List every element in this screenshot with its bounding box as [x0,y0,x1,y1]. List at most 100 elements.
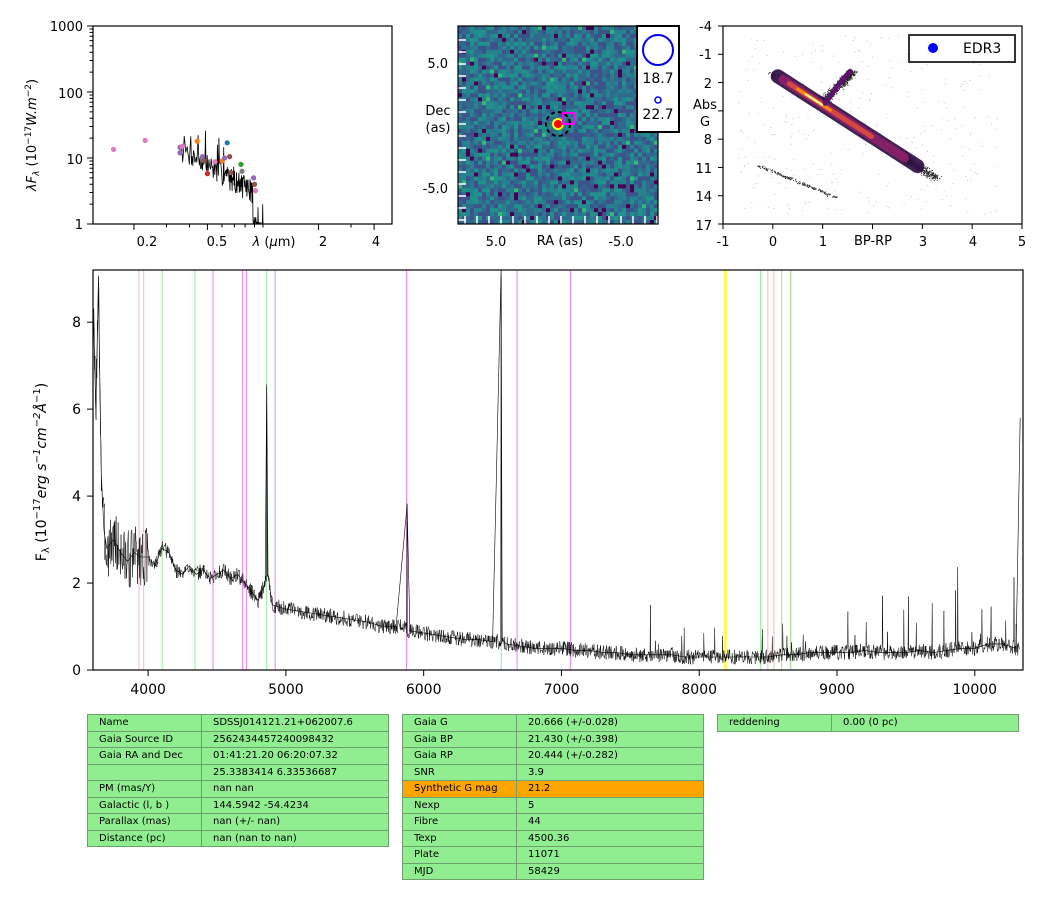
cmd-star [954,118,956,120]
image-pixel [566,172,571,177]
image-pixel [554,216,559,221]
cmd-star [783,51,784,53]
image-pixel [538,168,543,173]
image-pixel [550,49,555,55]
image-pixel [562,125,567,130]
image-pixel [486,33,491,39]
image-pixel [538,109,543,114]
image-pixel [546,176,551,181]
image-pixel [594,200,599,205]
image-pixel [526,156,531,161]
cmd-star [749,112,750,114]
image-pixel [546,152,551,157]
image-pixel [586,26,591,31]
cmd-star [926,173,928,175]
cmd-star [938,100,939,102]
image-pixel [590,101,595,106]
image-pixel [510,121,515,126]
image-pixel [550,168,555,173]
cmd-star [965,198,967,200]
image-pixel [498,93,503,98]
image-pixel [506,41,511,47]
image-pixel [618,125,623,130]
image-pixel [566,81,571,86]
image-legend-mag-faint: 22.7 [642,107,673,123]
cmd-star [819,189,821,191]
image-pixel [474,132,479,138]
cmd-star [961,146,963,148]
image-pixel [502,188,507,193]
image-pixel [614,220,619,225]
cmd-star [757,40,758,41]
cmd-star [847,77,849,79]
image-pixel [566,49,571,55]
cmd-star [959,86,961,87]
image-pixel [530,113,535,118]
image-pixel [562,33,567,39]
cmd-star [821,82,822,83]
image-pixel [602,109,607,114]
image-pixel [538,176,543,181]
image-pixel [510,101,515,106]
image-pixel [570,216,575,221]
image-pixel [490,204,495,209]
image-pixel [518,180,523,185]
image-pixel [606,97,611,102]
image-pixel [526,220,531,225]
cmd-star [744,156,746,158]
image-pixel [542,93,547,98]
image-pixel [626,61,631,66]
image-pixel [458,105,463,110]
image-pixel [474,89,479,94]
image-pixel [550,109,555,114]
image-pixel [630,89,635,94]
cmd-star [760,101,762,103]
image-pixel [642,192,647,197]
image-pixel [470,184,475,189]
image-pixel [602,144,607,150]
image-pixel [550,188,555,193]
image-pixel [502,53,507,58]
image-pixel [550,117,555,122]
image-pixel [574,73,579,78]
image-pixel [570,168,575,173]
image-pixel [458,45,463,51]
image-pixel [494,160,499,165]
image-pixel [490,26,495,31]
image-pixel [546,61,551,66]
image-pixel [618,101,623,106]
image-pixel [622,77,627,82]
image-pixel [482,168,487,173]
image-pixel [478,144,483,150]
image-pixel [578,204,583,209]
image-pixel [458,69,463,74]
image-pixel [546,184,551,189]
image-pixel [642,144,647,150]
image-pixel [598,73,603,78]
cmd-star [756,156,758,158]
cmd-star [766,170,768,172]
image-pixel [610,148,615,154]
image-pixel [654,136,659,142]
image-pixel [486,49,491,55]
image-pixel [630,220,635,225]
cmd-star [821,190,823,192]
image-pixel [482,188,487,193]
image-pixel [654,172,659,177]
image-pixel [622,172,627,177]
image-pixel [486,184,491,189]
cmd-star [794,179,796,181]
image-pixel [490,176,495,181]
image-pixel [510,29,515,35]
image-pixel [622,85,627,90]
image-pixel [522,29,527,35]
cmd-star [868,200,870,202]
image-pixel [530,176,535,181]
image-pixel [570,156,575,161]
image-pixel [554,140,559,146]
cmd-star [840,86,842,88]
image-pixel [526,81,531,86]
image-pixel [562,188,567,193]
cmd-star [803,183,805,185]
image-pixel [618,49,623,55]
